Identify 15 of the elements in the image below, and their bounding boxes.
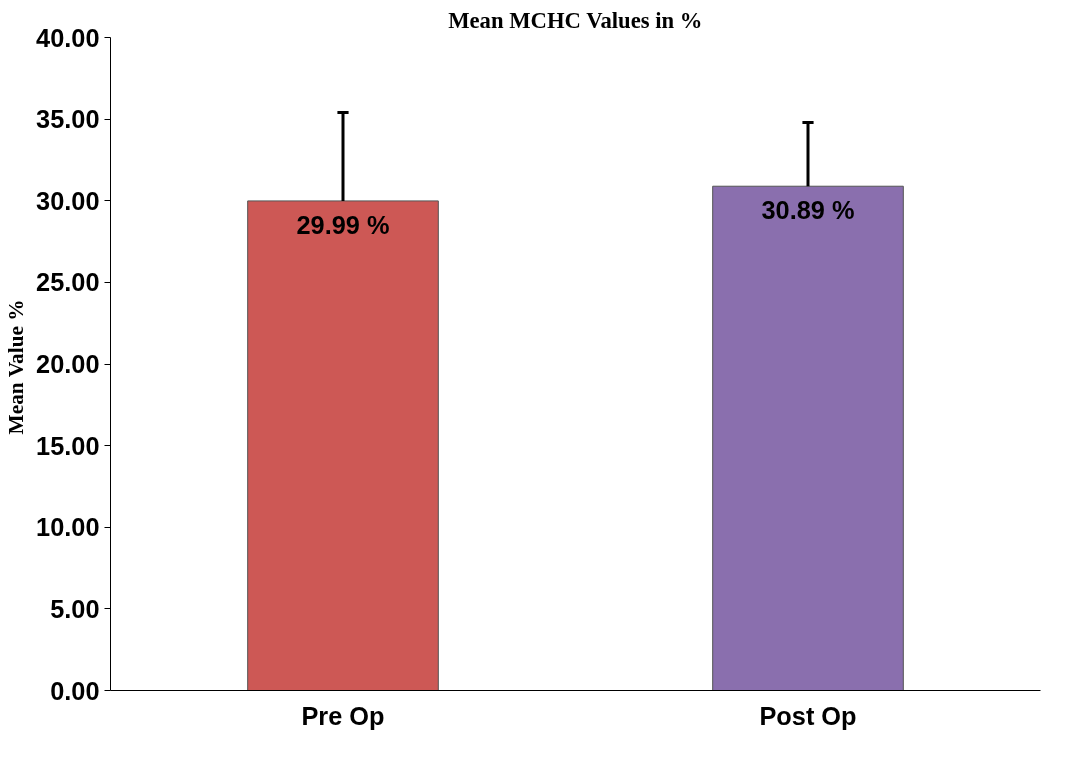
y-tick-label: 0.00: [50, 676, 100, 705]
y-tick-label: 30.00: [36, 186, 100, 215]
y-tick-label: 20.00: [36, 350, 100, 378]
chart-title: Mean MCHC Values in %: [448, 7, 703, 33]
x-tick-label: Pre Op: [301, 701, 385, 730]
y-tick-label: 5.00: [50, 594, 100, 623]
y-axis-title: Mean Value %: [4, 299, 29, 435]
y-tick-label: 25.00: [36, 268, 100, 297]
data-label: 30.89 %: [761, 196, 855, 225]
y-tick-label: 15.00: [36, 431, 100, 460]
y-tick-label: 40.00: [36, 23, 100, 52]
y-tick-label: 35.00: [36, 105, 100, 134]
y-tick-label: 10.00: [36, 513, 100, 542]
x-tick-label: Post Op: [759, 701, 857, 730]
data-label: 29.99 %: [296, 210, 390, 239]
